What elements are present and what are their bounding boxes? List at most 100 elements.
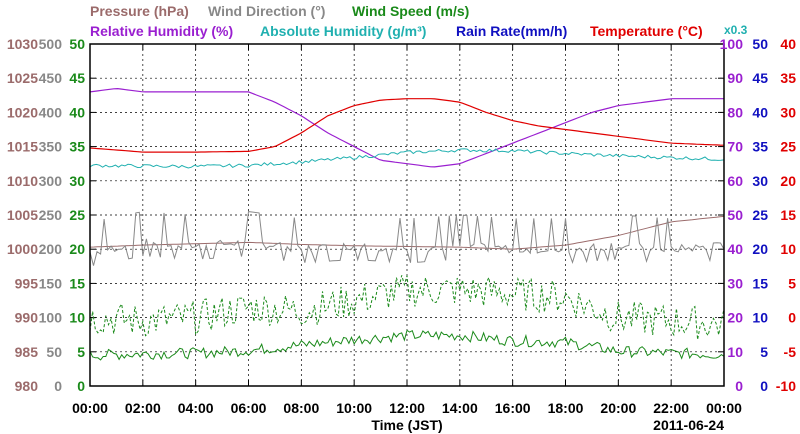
pressure-tick-label: 980 — [15, 378, 39, 394]
legend-wind-direction: Wind Direction (°) — [208, 3, 325, 19]
wind-speed-tick-label: 30 — [69, 173, 85, 189]
series-line-pressure-hpa — [89, 215, 725, 250]
temperature-tick-label: 20 — [780, 173, 796, 189]
wind-speed-tick-label: 25 — [69, 207, 85, 223]
series-line-wind-speed-gust-m-s — [89, 275, 725, 340]
relative-humidity-tick-label: 0 — [735, 378, 743, 394]
relative-humidity-tick-label: 100 — [720, 36, 744, 52]
rain-rate-tick-label: 50 — [752, 36, 768, 52]
temperature-tick-label: -5 — [784, 344, 797, 360]
series-line-absolute-humidity-g-m — [89, 148, 725, 169]
wind-direction-tick-label: 100 — [39, 310, 63, 326]
wind-speed-tick-label: 0 — [77, 378, 85, 394]
legend-wind-speed: Wind Speed (m/s) — [352, 3, 469, 19]
relative-humidity-tick-label: 40 — [727, 241, 743, 257]
temperature-tick-label: 15 — [780, 207, 796, 223]
rain-rate-tick-label: 15 — [752, 275, 768, 291]
rain-rate-tick-label: 25 — [752, 207, 768, 223]
rain-rate-tick-label: 45 — [752, 70, 768, 86]
wind-direction-tick-label: 350 — [39, 139, 63, 155]
x-tick-label: 10:00 — [336, 400, 372, 416]
wind-direction-tick-label: 450 — [39, 70, 63, 86]
x-tick-label: 20:00 — [600, 400, 636, 416]
x-tick-label: 22:00 — [653, 400, 689, 416]
wind-speed-tick-label: 50 — [69, 36, 85, 52]
legend-absolute-humidity: Absolute Humidity (g/m³) — [260, 23, 426, 39]
wind-speed-tick-label: 20 — [69, 241, 85, 257]
series-line-wind-direction — [89, 211, 725, 266]
relative-humidity-tick-label: 50 — [727, 207, 743, 223]
series-line-temperature-c — [89, 98, 725, 153]
pressure-tick-label: 1020 — [7, 104, 38, 120]
x-tick-label: 18:00 — [548, 400, 584, 416]
plot-frame — [89, 43, 725, 387]
left-axes: 9809859909951000100510101015102010251030… — [7, 36, 85, 394]
x-axis-label: Time (JST) — [371, 417, 442, 433]
relative-humidity-tick-label: 30 — [727, 275, 743, 291]
relative-humidity-tick-label: 10 — [727, 344, 743, 360]
wind-speed-tick-label: 35 — [69, 139, 85, 155]
wind-speed-tick-label: 10 — [69, 310, 85, 326]
rain-rate-tick-label: 35 — [752, 139, 768, 155]
pressure-tick-label: 990 — [15, 310, 39, 326]
legend-relative-humidity: Relative Humidity (%) — [90, 23, 233, 39]
grid — [89, 43, 725, 387]
x-tick-label: 12:00 — [389, 400, 425, 416]
right-axes: 0102030405060708090100051015202530354045… — [720, 36, 797, 394]
temperature-tick-label: 10 — [780, 241, 796, 257]
wind-speed-tick-label: 15 — [69, 275, 85, 291]
temperature-tick-label: -10 — [776, 378, 796, 394]
temperature-tick-label: 40 — [780, 36, 796, 52]
temperature-tick-label: 5 — [788, 275, 796, 291]
x-tick-label: 04:00 — [178, 400, 214, 416]
temperature-tick-label: 35 — [780, 70, 796, 86]
x-tick-label: 02:00 — [125, 400, 161, 416]
wind-direction-tick-label: 200 — [39, 241, 63, 257]
pressure-tick-label: 1025 — [7, 70, 38, 86]
x-tick-label: 06:00 — [231, 400, 267, 416]
date-label: 2011-06-24 — [653, 417, 724, 433]
legend-multiplier-note: x0.3 — [724, 23, 748, 37]
wind-direction-tick-label: 50 — [46, 344, 62, 360]
temperature-tick-label: 25 — [780, 139, 796, 155]
relative-humidity-tick-label: 70 — [727, 139, 743, 155]
wind-speed-tick-label: 40 — [69, 104, 85, 120]
legend: Pressure (hPa) Wind Direction (°) Wind S… — [90, 3, 748, 39]
x-tick-label: 08:00 — [283, 400, 319, 416]
pressure-tick-label: 1030 — [7, 36, 38, 52]
x-tick-label: 00:00 — [72, 400, 108, 416]
temperature-tick-label: 0 — [788, 310, 796, 326]
relative-humidity-tick-label: 80 — [727, 104, 743, 120]
x-tick-label: 00:00 — [706, 400, 742, 416]
wind-direction-tick-label: 400 — [39, 104, 63, 120]
x-tick-label: 16:00 — [495, 400, 531, 416]
wind-direction-tick-label: 250 — [39, 207, 63, 223]
wind-speed-tick-label: 45 — [69, 70, 85, 86]
wind-direction-tick-label: 150 — [39, 275, 63, 291]
legend-rain-rate: Rain Rate(mm/h) — [456, 23, 567, 39]
relative-humidity-tick-label: 60 — [727, 173, 743, 189]
wind-direction-tick-label: 0 — [54, 378, 62, 394]
pressure-tick-label: 985 — [15, 344, 39, 360]
rain-rate-tick-label: 40 — [752, 104, 768, 120]
pressure-tick-label: 1005 — [7, 207, 38, 223]
wind-direction-tick-label: 500 — [39, 36, 63, 52]
rain-rate-tick-label: 10 — [752, 310, 768, 326]
rain-rate-tick-label: 0 — [760, 378, 768, 394]
pressure-tick-label: 995 — [15, 275, 39, 291]
pressure-tick-label: 1000 — [7, 241, 38, 257]
x-axis: 00:00 02:00 04:00 06:00 08:00 10:00 12:00 14:00… — [72, 400, 742, 416]
rain-rate-tick-label: 30 — [752, 173, 768, 189]
pressure-tick-label: 1010 — [7, 173, 38, 189]
wind-speed-tick-label: 5 — [77, 344, 85, 360]
legend-pressure: Pressure (hPa) — [90, 3, 189, 19]
relative-humidity-tick-label: 90 — [727, 70, 743, 86]
series-line-wind-speed-m-s — [89, 329, 725, 361]
relative-humidity-tick-label: 20 — [727, 310, 743, 326]
series-line-relative-humidity — [89, 87, 724, 168]
pressure-tick-label: 1015 — [7, 139, 38, 155]
rain-rate-tick-label: 20 — [752, 241, 768, 257]
legend-temperature: Temperature (°C) — [590, 23, 703, 39]
x-tick-label: 14:00 — [442, 400, 478, 416]
